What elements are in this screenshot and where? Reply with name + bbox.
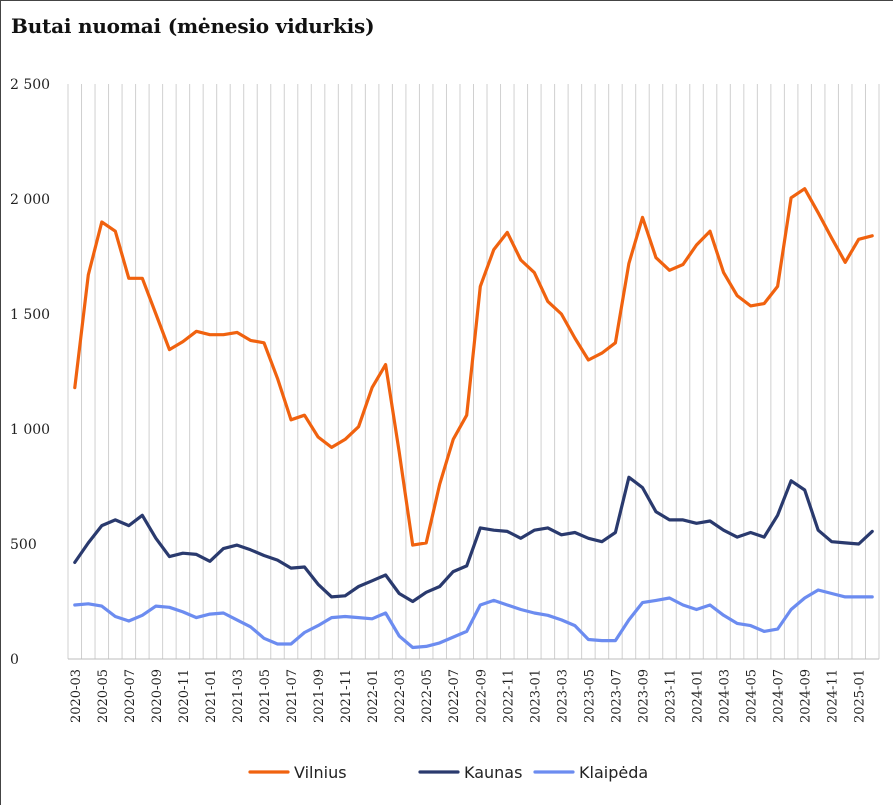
legend: Vilnius Kaunas Klaipėda	[248, 763, 648, 782]
series-line-klaipėda	[73, 588, 874, 650]
x-tick-label: 2024-11	[826, 669, 841, 723]
x-tick-label: 2021-09	[312, 669, 327, 723]
x-tick-label: 2022-01	[366, 669, 381, 723]
legend-label: Vilnius	[294, 763, 347, 782]
x-tick-label: 2025-01	[853, 669, 868, 723]
x-tick-label: 2020-09	[150, 669, 165, 723]
x-tick-label: 2021-07	[285, 669, 300, 723]
x-tick-label: 2023-11	[663, 669, 678, 723]
y-tick-label: 500	[10, 537, 37, 553]
y-axis-ticks: 0 500 1 000 1 500 2 000 2 500	[10, 77, 50, 668]
x-tick-label: 2024-09	[799, 669, 814, 723]
x-tick-label: 2024-01	[691, 669, 706, 723]
y-tick-label: 0	[10, 652, 19, 668]
x-tick-label: 2020-03	[69, 669, 84, 723]
x-tick-label: 2020-11	[177, 669, 192, 723]
x-tick-label: 2023-03	[555, 669, 570, 723]
x-tick-label: 2023-05	[582, 669, 597, 723]
x-tick-label: 2022-09	[474, 669, 489, 723]
x-tick-label: 2024-07	[772, 669, 787, 723]
y-tick-label: 1 000	[10, 422, 50, 438]
x-tick-label: 2021-03	[231, 669, 246, 723]
x-tick-label: 2023-01	[528, 669, 543, 723]
y-tick-label: 2 000	[10, 192, 50, 208]
series-lines	[73, 187, 874, 650]
chart-title: Butai nuomai (mėnesio vidurkis)	[11, 14, 375, 38]
y-tick-label: 2 500	[10, 77, 50, 93]
x-tick-label: 2021-05	[258, 669, 273, 723]
x-tick-label: 2023-07	[609, 669, 624, 723]
x-tick-label: 2021-11	[339, 669, 354, 723]
series-line-kaunas	[73, 475, 874, 604]
x-tick-label: 2023-09	[636, 669, 651, 723]
y-tick-label: 1 500	[10, 307, 50, 323]
x-tick-label: 2022-11	[501, 669, 516, 723]
grid-lines	[67, 84, 880, 660]
series-line-vilnius	[73, 187, 874, 547]
legend-label: Klaipėda	[579, 763, 648, 782]
legend-label: Kaunas	[464, 763, 522, 782]
x-tick-label: 2024-05	[745, 669, 760, 723]
x-tick-label: 2022-03	[393, 669, 408, 723]
x-tick-label: 2022-05	[420, 669, 435, 723]
x-tick-label: 2022-07	[447, 669, 462, 723]
x-tick-label: 2020-05	[96, 669, 111, 723]
x-tick-label: 2020-07	[123, 669, 138, 723]
x-tick-label: 2024-03	[718, 669, 733, 723]
x-tick-label: 2021-01	[204, 669, 219, 723]
x-axis-ticks: 2020-03 2020-05 2020-07 2020-09 2020-11 2021-…	[69, 669, 868, 723]
